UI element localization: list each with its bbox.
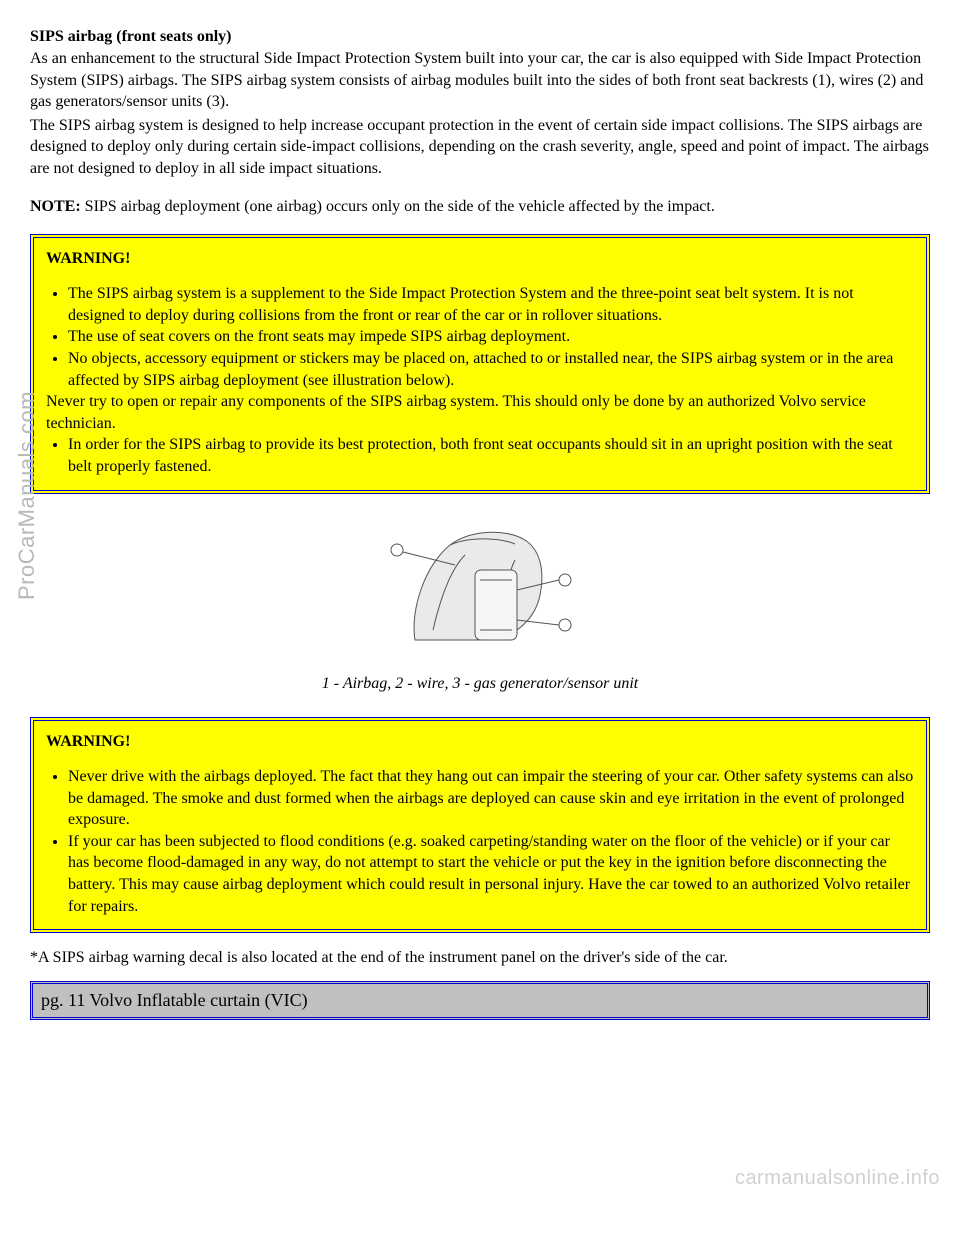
bottom-spacer [30,1020,930,1140]
seat-airbag-illustration [355,510,615,660]
warning-text: If your car has been subjected to flood … [68,833,910,915]
figure-caption: 1 - Airbag, 2 - wire, 3 - gas generator/… [30,675,930,693]
warning-item: In order for the SIPS airbag to provide … [68,434,914,477]
warning-item: The SIPS airbag system is a supplement t… [68,283,914,326]
intro-paragraph-2: The SIPS airbag system is designed to he… [30,115,930,180]
warning-title: WARNING! [46,731,914,753]
warning-box-2: WARNING! Never drive with the airbags de… [30,717,930,934]
intro-paragraph-1: As an enhancement to the structural Side… [30,48,930,113]
footnote: *A SIPS airbag warning decal is also loc… [30,949,930,967]
figure-container [30,510,930,665]
warning-text: In order for the SIPS airbag to provide … [68,436,893,475]
note-label: NOTE: [30,198,81,215]
document-page: ProCarManuals.com SIPS airbag (front sea… [0,0,960,1200]
warning-list: Never drive with the airbags deployed. T… [46,766,914,917]
warning-text: Never drive with the airbags deployed. T… [68,768,913,828]
warning-item: If your car has been subjected to flood … [68,831,914,917]
warning-text: The use of seat covers on the front seat… [68,328,570,345]
page-section-bar: pg. 11 Volvo Inflatable curtain (VIC) [30,981,930,1020]
warning-item: No objects, accessory equipment or stick… [68,348,914,434]
section-heading: SIPS airbag (front seats only) [30,28,930,46]
note-text: SIPS airbag deployment (one airbag) occu… [81,198,715,215]
warning-list: The SIPS airbag system is a supplement t… [46,283,914,477]
warning-item: Never drive with the airbags deployed. T… [68,766,914,831]
warning-box-1: WARNING! The SIPS airbag system is a sup… [30,234,930,494]
warning-text: No objects, accessory equipment or stick… [68,350,893,389]
note-line: NOTE: SIPS airbag deployment (one airbag… [30,198,930,216]
bottom-watermark: carmanualsonline.info [735,1167,940,1190]
warning-title: WARNING! [46,248,914,270]
warning-text-continuation: Never try to open or repair any componen… [46,391,914,434]
warning-text: The SIPS airbag system is a supplement t… [68,285,854,324]
warning-item: The use of seat covers on the front seat… [68,326,914,348]
